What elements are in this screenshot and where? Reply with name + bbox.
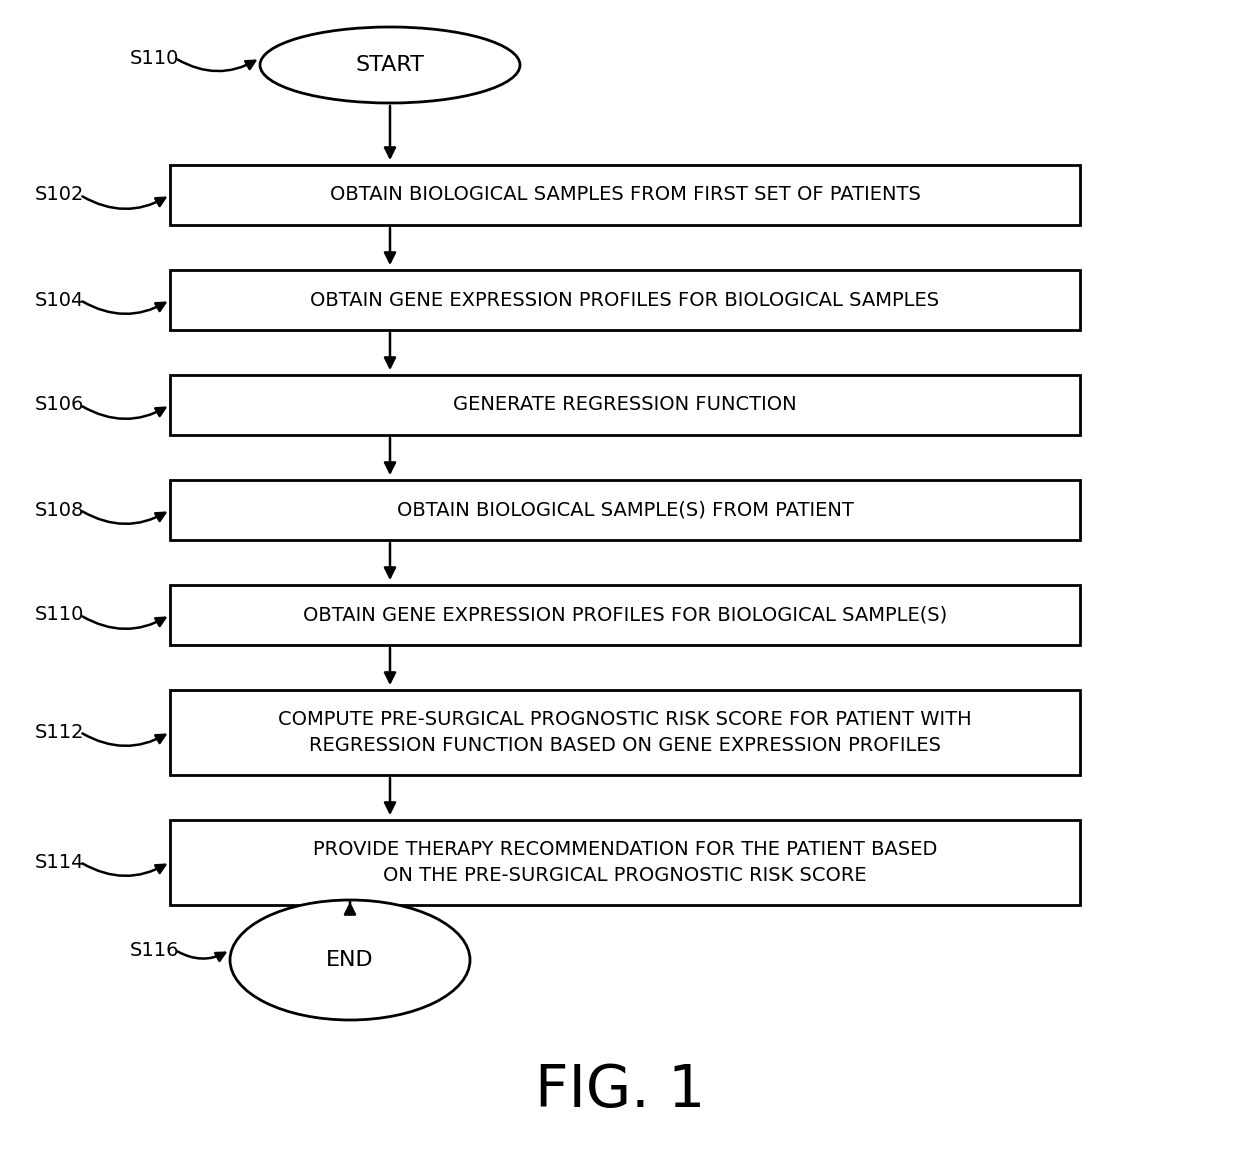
Text: OBTAIN GENE EXPRESSION PROFILES FOR BIOLOGICAL SAMPLE(S): OBTAIN GENE EXPRESSION PROFILES FOR BIOL…: [303, 606, 947, 624]
Ellipse shape: [260, 27, 520, 103]
FancyBboxPatch shape: [170, 375, 1080, 435]
FancyBboxPatch shape: [170, 585, 1080, 645]
Text: S114: S114: [35, 853, 84, 871]
FancyBboxPatch shape: [170, 690, 1080, 775]
Text: S110: S110: [35, 606, 84, 624]
Ellipse shape: [229, 900, 470, 1020]
Text: OBTAIN GENE EXPRESSION PROFILES FOR BIOLOGICAL SAMPLES: OBTAIN GENE EXPRESSION PROFILES FOR BIOL…: [310, 291, 940, 309]
Text: GENERATE REGRESSION FUNCTION: GENERATE REGRESSION FUNCTION: [453, 396, 797, 414]
Text: S110: S110: [130, 48, 180, 67]
Text: S102: S102: [35, 186, 84, 204]
FancyBboxPatch shape: [170, 165, 1080, 225]
Text: END: END: [326, 950, 373, 971]
Text: FIG. 1: FIG. 1: [534, 1062, 706, 1118]
Text: S116: S116: [130, 941, 180, 959]
FancyBboxPatch shape: [170, 820, 1080, 905]
Text: S106: S106: [35, 396, 84, 414]
Text: S112: S112: [35, 722, 84, 742]
Text: COMPUTE PRE-SURGICAL PROGNOSTIC RISK SCORE FOR PATIENT WITH
REGRESSION FUNCTION : COMPUTE PRE-SURGICAL PROGNOSTIC RISK SCO…: [278, 710, 972, 755]
Text: S108: S108: [35, 501, 84, 519]
Text: S104: S104: [35, 291, 84, 309]
Text: START: START: [356, 55, 424, 75]
FancyBboxPatch shape: [170, 270, 1080, 330]
Text: OBTAIN BIOLOGICAL SAMPLES FROM FIRST SET OF PATIENTS: OBTAIN BIOLOGICAL SAMPLES FROM FIRST SET…: [330, 186, 920, 204]
Text: OBTAIN BIOLOGICAL SAMPLE(S) FROM PATIENT: OBTAIN BIOLOGICAL SAMPLE(S) FROM PATIENT: [397, 501, 853, 519]
Text: PROVIDE THERAPY RECOMMENDATION FOR THE PATIENT BASED
ON THE PRE-SURGICAL PROGNOS: PROVIDE THERAPY RECOMMENDATION FOR THE P…: [312, 840, 937, 885]
FancyBboxPatch shape: [170, 480, 1080, 540]
